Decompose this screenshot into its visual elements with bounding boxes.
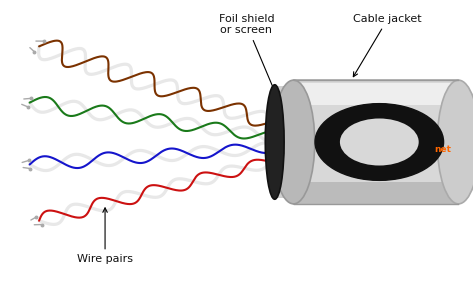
Bar: [293, 80, 458, 204]
Ellipse shape: [273, 80, 315, 204]
Bar: [275, 86, 293, 198]
Text: Foil shield
or screen: Foil shield or screen: [219, 14, 276, 93]
Text: net: net: [434, 145, 451, 154]
Ellipse shape: [265, 85, 284, 199]
Text: Wire pairs: Wire pairs: [77, 208, 133, 264]
Bar: [293, 83, 458, 105]
Circle shape: [340, 118, 419, 166]
Text: Cable jacket: Cable jacket: [353, 14, 422, 77]
Ellipse shape: [438, 80, 474, 204]
Bar: [293, 182, 458, 204]
Circle shape: [315, 104, 444, 180]
